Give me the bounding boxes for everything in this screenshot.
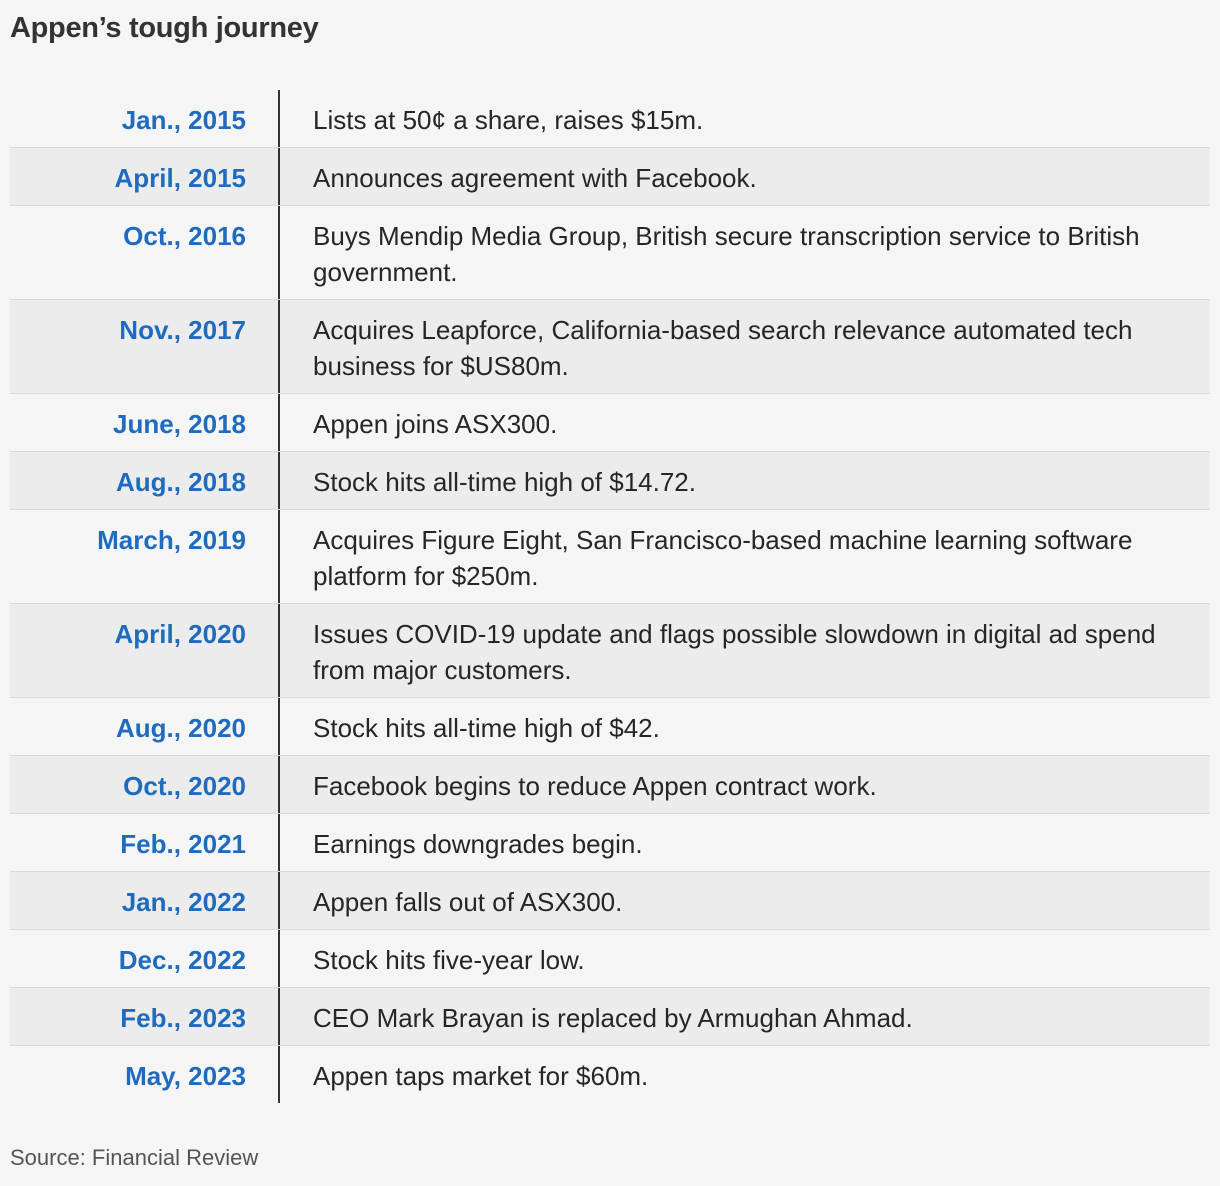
timeline-date: Jan., 2022 xyxy=(121,887,246,917)
timeline-date: April, 2020 xyxy=(114,619,246,649)
timeline-date: Nov., 2017 xyxy=(119,315,246,345)
timeline-date: Oct., 2020 xyxy=(123,771,246,801)
timeline-row: Feb., 2021 Earnings downgrades begin. xyxy=(10,813,1210,871)
timeline-date: Aug., 2018 xyxy=(115,467,246,497)
timeline-event: Buys Mendip Media Group, British secure … xyxy=(278,206,1210,299)
timeline-date: Dec., 2022 xyxy=(118,945,246,975)
timeline-date: Oct., 2016 xyxy=(123,221,246,251)
timeline-event: Appen falls out of ASX300. xyxy=(278,872,1210,929)
timeline-event: Lists at 50¢ a share, raises $15m. xyxy=(278,90,1210,147)
timeline-event: Announces agreement with Facebook. xyxy=(278,148,1210,205)
timeline-row: Dec., 2022 Stock hits five-year low. xyxy=(10,929,1210,987)
timeline-event: Stock hits all-time high of $42. xyxy=(278,698,1210,755)
source-note: Source: Financial Review xyxy=(10,1145,259,1170)
timeline-row: Oct., 2020 Facebook begins to reduce Appe… xyxy=(10,755,1210,813)
timeline-event: Issues COVID-19 update and flags possibl… xyxy=(278,604,1210,697)
timeline-date: April, 2015 xyxy=(114,163,246,193)
timeline-row: April, 2020 Issues COVID-19 update and fl… xyxy=(10,603,1210,697)
timeline-date: June, 2018 xyxy=(113,409,246,439)
timeline-date: Feb., 2023 xyxy=(120,1003,246,1033)
timeline-event: Acquires Leapforce, California-based sea… xyxy=(278,300,1210,393)
timeline-row: Feb., 2023 CEO Mark Brayan is replaced by… xyxy=(10,987,1210,1045)
timeline-date: Jan., 2015 xyxy=(121,105,246,135)
timeline-row: Aug., 2020 Stock hits all-time high of $4… xyxy=(10,697,1210,755)
timeline-event: Stock hits five-year low. xyxy=(278,930,1210,987)
chart-title: Appen’s tough journey xyxy=(10,12,319,44)
timeline-event: Appen joins ASX300. xyxy=(278,394,1210,451)
timeline-date: Aug., 2020 xyxy=(115,713,246,743)
timeline-event: Facebook begins to reduce Appen contract… xyxy=(278,756,1210,813)
timeline-row: Jan., 2015 Lists at 50¢ a share, raises $… xyxy=(10,90,1210,147)
timeline-row: April, 2015 Announces agreement with Face… xyxy=(10,147,1210,205)
timeline-row: Oct., 2016 Buys Mendip Media Group, Briti… xyxy=(10,205,1210,299)
timeline-row: Jan., 2022 Appen falls out of ASX300. xyxy=(10,871,1210,929)
timeline-event: Earnings downgrades begin. xyxy=(278,814,1210,871)
timeline-date: May, 2023 xyxy=(125,1061,246,1091)
timeline-table: Jan., 2015 Lists at 50¢ a share, raises $… xyxy=(10,90,1210,1103)
timeline-row: June, 2018 Appen joins ASX300. xyxy=(10,393,1210,451)
timeline-row: May, 2023 Appen taps market for $60m. xyxy=(10,1045,1210,1103)
timeline-row: March, 2019 Acquires Figure Eight, San Fr… xyxy=(10,509,1210,603)
timeline-event: Appen taps market for $60m. xyxy=(278,1046,1210,1103)
timeline-event: Acquires Figure Eight, San Francisco-bas… xyxy=(278,510,1210,603)
timeline-row: Nov., 2017 Acquires Leapforce, California… xyxy=(10,299,1210,393)
timeline-date: March, 2019 xyxy=(97,525,246,555)
timeline-event: CEO Mark Brayan is replaced by Armughan … xyxy=(278,988,1210,1045)
timeline-event: Stock hits all-time high of $14.72. xyxy=(278,452,1210,509)
timeline-row: Aug., 2018 Stock hits all-time high of $1… xyxy=(10,451,1210,509)
timeline-date: Feb., 2021 xyxy=(120,829,246,859)
